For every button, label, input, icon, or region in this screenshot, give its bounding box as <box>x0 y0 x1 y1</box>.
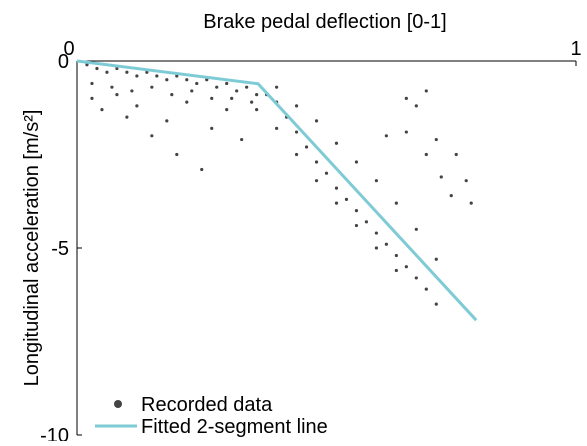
data-point <box>314 160 319 164</box>
legend-label: Recorded data <box>141 394 273 416</box>
data-point <box>255 93 259 97</box>
data-point <box>414 227 418 231</box>
data-point <box>170 93 174 97</box>
data-point <box>334 201 339 205</box>
legend-marker <box>114 400 122 408</box>
data-point <box>130 89 134 93</box>
data-point <box>135 104 139 108</box>
data-point <box>150 85 154 89</box>
data-point <box>424 287 428 291</box>
data-point <box>364 220 369 224</box>
data-point <box>195 81 199 86</box>
data-point <box>125 115 129 119</box>
legend-label: Fitted 2-segment line <box>141 416 328 438</box>
data-point <box>165 119 169 123</box>
data-point <box>110 85 114 89</box>
data-point <box>374 179 378 183</box>
data-point <box>185 100 189 104</box>
data-point <box>155 74 159 78</box>
data-point <box>394 268 398 273</box>
data-point <box>125 70 129 74</box>
data-point <box>449 194 453 198</box>
data-point <box>185 78 189 82</box>
data-point <box>115 93 119 97</box>
data-point <box>404 96 408 100</box>
x-tick-label: 0 <box>63 38 74 60</box>
data-point <box>374 246 378 250</box>
data-point <box>275 85 279 89</box>
data-point <box>135 74 139 78</box>
data-point <box>394 253 398 258</box>
fit-line <box>76 59 478 322</box>
data-point <box>190 89 194 93</box>
data-point <box>225 108 229 112</box>
data-point <box>240 137 244 142</box>
data-point <box>469 201 473 205</box>
data-point <box>404 130 408 134</box>
data-point <box>384 242 388 246</box>
x-tick-label: 1 <box>570 38 581 60</box>
data-point <box>314 119 319 123</box>
data-point <box>434 302 438 306</box>
data-point <box>354 209 359 213</box>
data-point <box>250 100 254 104</box>
data-point <box>414 276 418 280</box>
data-point <box>434 137 438 142</box>
data-point <box>255 108 259 112</box>
data-point <box>464 179 468 183</box>
data-point <box>235 89 239 93</box>
data-point <box>334 186 339 190</box>
data-point <box>175 152 179 157</box>
data-point <box>230 96 234 100</box>
y-tick-label: 0 <box>58 51 69 73</box>
data-point <box>90 81 94 86</box>
data-point <box>294 130 299 134</box>
data-point <box>85 63 89 67</box>
y-tick-label: -10 <box>40 425 69 441</box>
data-point <box>424 152 428 157</box>
data-point <box>354 223 359 228</box>
data-point <box>314 179 319 183</box>
data-point <box>210 126 214 130</box>
data-point <box>150 134 154 138</box>
data-point <box>100 108 104 112</box>
data-point <box>439 175 443 179</box>
data-point <box>424 89 428 93</box>
data-point <box>105 70 109 74</box>
data-point <box>454 152 458 157</box>
data-point <box>374 231 378 235</box>
data-point <box>434 257 438 261</box>
data-point <box>225 81 229 86</box>
data-point <box>384 134 388 138</box>
data-point <box>210 96 214 100</box>
data-point <box>145 70 149 74</box>
data-point <box>115 66 119 71</box>
data-point <box>90 96 94 100</box>
data-point <box>354 160 359 164</box>
x-axis-label: Brake pedal deflection [0-1] <box>203 11 447 33</box>
data-point <box>245 85 249 89</box>
data-point <box>294 152 299 157</box>
data-point <box>324 171 329 175</box>
data-point <box>275 126 279 130</box>
data-point <box>95 66 99 71</box>
data-point <box>294 104 299 108</box>
data-point <box>200 167 204 172</box>
data-point <box>344 197 349 201</box>
data-point <box>404 265 408 269</box>
y-tick-label: -5 <box>51 238 69 260</box>
data-point <box>414 104 418 108</box>
data-point <box>334 141 339 145</box>
data-point <box>165 78 169 82</box>
data-point <box>304 145 309 149</box>
data-point <box>215 85 219 89</box>
data-point <box>394 201 398 205</box>
y-axis-label: Longitudinal acceleration [m/s²] <box>21 110 43 387</box>
